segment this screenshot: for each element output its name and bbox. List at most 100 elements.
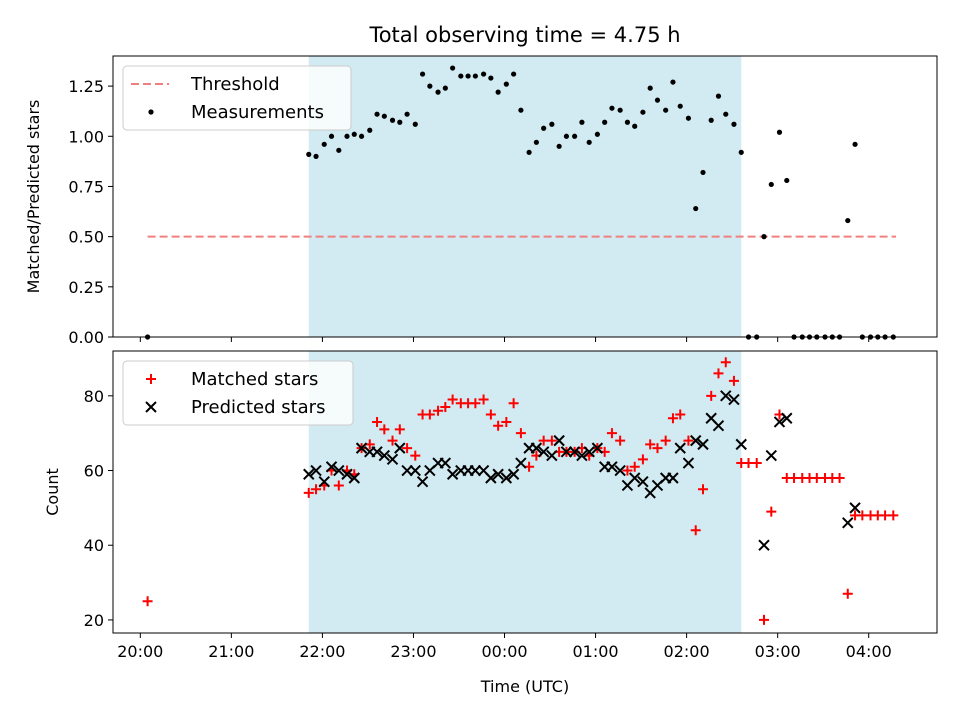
data-point [594, 131, 600, 137]
data-point [572, 133, 578, 139]
y-tick-label: 0.00 [68, 328, 104, 347]
data-point [348, 472, 360, 484]
data-point [617, 107, 623, 113]
data-point [313, 153, 319, 159]
y-tick-label: 0.25 [68, 278, 104, 297]
data-point [784, 177, 790, 184]
data-point [637, 454, 648, 465]
data-point [647, 85, 653, 91]
data-point [401, 464, 413, 477]
data-point [492, 468, 504, 480]
data-point [472, 73, 478, 79]
data-point [640, 109, 646, 115]
y-axis-label: Count [43, 468, 62, 516]
legend: Threshold Measurements [122, 65, 352, 131]
data-point [328, 133, 335, 139]
data-point [537, 446, 550, 458]
data-point [394, 442, 406, 454]
data-point [458, 73, 464, 79]
x-tick-label: 01:00 [573, 642, 619, 661]
data-point [720, 390, 732, 402]
data-point [416, 476, 429, 488]
data-point [761, 234, 767, 240]
y-tick-label: 60 [84, 462, 104, 481]
data-point [310, 464, 322, 477]
data-point [450, 65, 456, 71]
data-point [576, 449, 588, 462]
legend-box [122, 360, 354, 426]
data-point [546, 435, 557, 446]
data-point [849, 502, 861, 514]
data-point [344, 133, 350, 139]
data-point [842, 588, 853, 599]
data-point [374, 111, 380, 117]
data-point [478, 394, 489, 405]
x-tick-label: 22:00 [299, 642, 345, 661]
data-point [609, 105, 615, 111]
data-point [700, 169, 706, 176]
y-tick-label: 0.50 [68, 228, 104, 247]
data-point [677, 103, 683, 109]
data-point [433, 405, 444, 416]
data-point [586, 139, 592, 145]
data-point [485, 472, 497, 484]
data-point [632, 123, 638, 129]
data-point [367, 127, 373, 133]
data-point [766, 506, 777, 517]
data-point [404, 111, 410, 117]
data-point [563, 133, 570, 139]
data-point [378, 449, 391, 462]
data-point [706, 390, 717, 401]
data-point [654, 97, 661, 103]
data-point [435, 89, 441, 95]
data-point [410, 450, 421, 461]
data-point [412, 121, 418, 127]
data-point [371, 446, 383, 458]
data-point [615, 435, 626, 446]
data-point [735, 438, 747, 451]
data-point [834, 472, 845, 483]
data-point [381, 113, 387, 119]
data-point [480, 71, 487, 77]
x-tick-label: 23:00 [390, 642, 436, 661]
data-point [447, 394, 458, 405]
data-point [511, 71, 517, 77]
axes-frame [112, 55, 938, 338]
data-point [637, 476, 649, 488]
data-point [333, 480, 344, 491]
data-point [845, 217, 851, 224]
data-point [751, 458, 762, 469]
data-point [629, 461, 640, 472]
data-point [690, 525, 701, 536]
ratio-panel: 0.00 0.25 0.50 0.75 1.00 1.25 Matched/Predicte… [24, 55, 938, 347]
series-matched-stars [142, 357, 899, 625]
y-tick-label: 1.00 [68, 127, 104, 146]
data-point [526, 149, 532, 155]
data-point [738, 149, 744, 155]
data-point [387, 435, 398, 446]
data-point [852, 141, 858, 147]
data-point [713, 368, 724, 379]
data-point [670, 79, 676, 85]
data-point [389, 117, 396, 123]
data-point [888, 510, 899, 521]
data-point [439, 457, 452, 469]
data-point [773, 416, 786, 428]
y-tick-label: 40 [84, 536, 104, 555]
data-point [690, 434, 702, 447]
legend-swatch [146, 374, 156, 384]
data-point [624, 119, 631, 125]
y-tick-label: 1.25 [68, 77, 104, 96]
data-point [720, 357, 731, 368]
data-point [500, 472, 513, 484]
data-point [698, 484, 709, 495]
data-point [765, 449, 777, 462]
data-point [583, 446, 595, 458]
data-point [501, 416, 512, 427]
x-tick-label: 21:00 [208, 642, 254, 661]
legend-label: Matched stars [191, 369, 318, 390]
data-point [667, 413, 678, 424]
data-point [660, 435, 671, 446]
y-axis-label: Matched/Predicted stars [24, 100, 43, 294]
x-tick-label: 02:00 [664, 642, 710, 661]
